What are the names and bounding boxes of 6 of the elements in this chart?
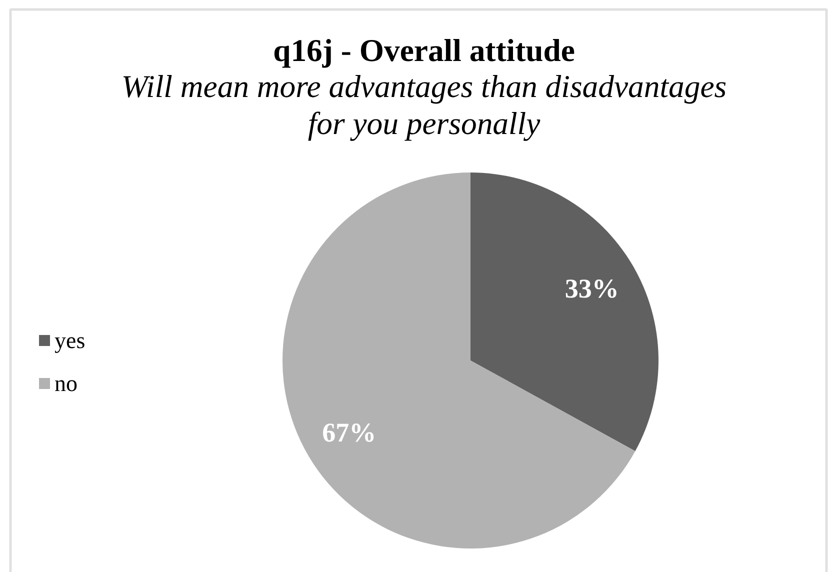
data-label: 33% xyxy=(564,274,619,304)
data-label: 67% xyxy=(322,417,376,448)
legend-label: no xyxy=(54,371,78,396)
legend-label: yes xyxy=(54,328,86,353)
chart-title: q16j - Overall attitude xyxy=(273,33,575,68)
chart-subtitle: Will mean more advantages than disadvantages for you personally xyxy=(121,69,727,141)
